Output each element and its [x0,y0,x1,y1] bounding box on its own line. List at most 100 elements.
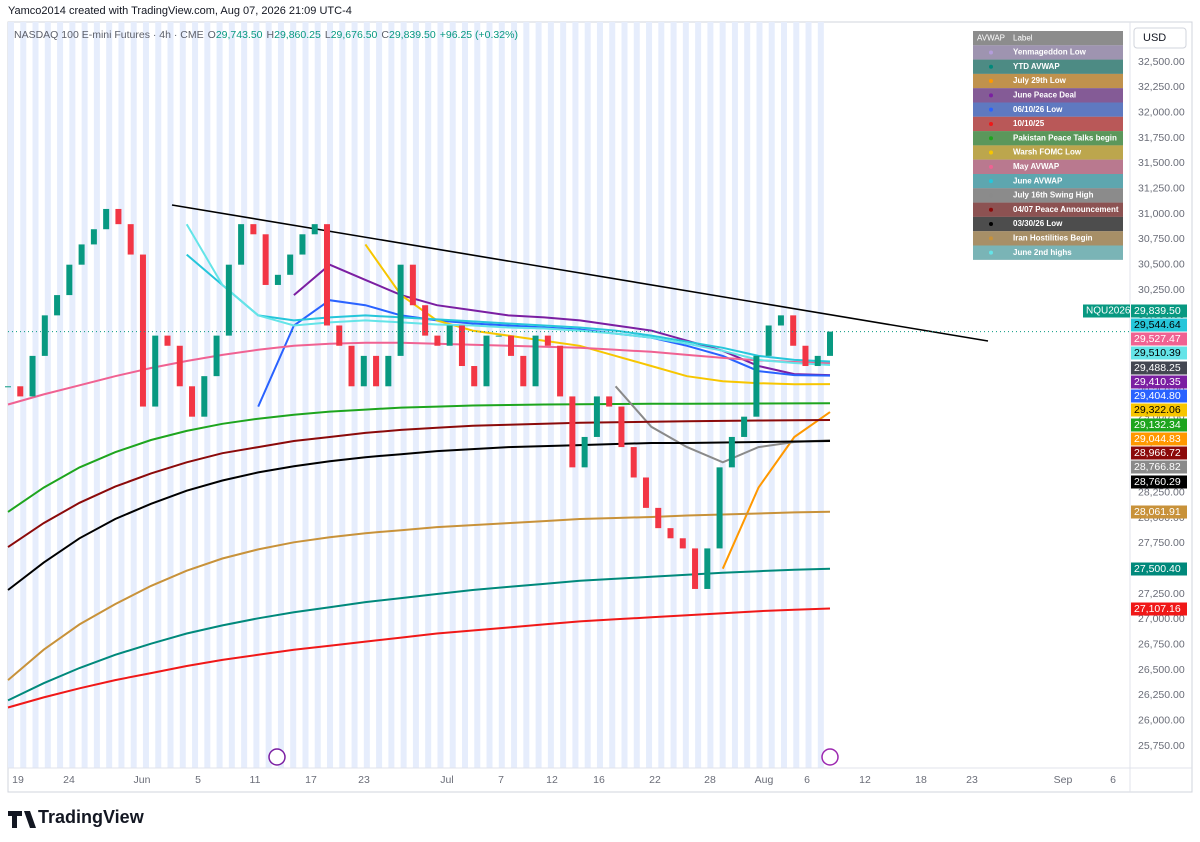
candle [434,335,441,346]
session-band [376,22,383,768]
legend-header-bg [973,31,1123,46]
legend-row-base [973,88,1123,103]
legend-row-base [973,231,1123,246]
candle [311,224,318,235]
session-band [118,22,125,768]
legend-row [973,188,1123,203]
candle [225,264,232,336]
candle [238,224,245,265]
candle [765,325,772,356]
session-band [167,22,174,768]
candle [569,396,576,468]
avwap-line [7,510,831,681]
session-band [805,22,812,768]
y-tick-label: 25,750.00 [1138,740,1185,752]
session-band [695,22,702,768]
session-band [81,22,88,768]
candle [471,366,478,387]
session-band [20,22,27,768]
legend-dot [989,107,993,112]
price-badge-label: 29,544.64 [1134,319,1181,331]
session-band [412,22,419,768]
candle [176,345,183,387]
session-band [57,22,64,768]
candle [495,335,502,337]
legend-row-base [973,145,1123,160]
x-tick-label: Sep [1054,774,1073,786]
candle [581,436,588,468]
candle [520,355,527,387]
session-band [511,22,518,768]
currency-button[interactable] [1133,27,1187,49]
legend-label: July 29th Low [1013,76,1067,85]
session-band [314,22,321,768]
legend-dot [989,222,993,227]
candle [446,325,453,346]
session-bands [8,22,824,768]
y-tick-label: 31,750.00 [1138,132,1185,144]
ohlc: O 29,743.50 H 29,860.25 L 29,676.50 C 29,839.50… [208,29,518,41]
y-tick-label: 26,500.00 [1138,664,1185,676]
price-badge-label: 29,510.39 [1134,347,1181,359]
candle [397,264,404,356]
session-band [241,22,248,768]
currency-label[interactable]: USD [1143,32,1166,44]
price-badge-label: 29,410.35 [1134,376,1181,388]
session-band [572,22,579,768]
candle [777,315,784,326]
avwap-line [186,253,831,363]
event-icon[interactable] [268,748,286,766]
candle [409,264,416,306]
legend-label: July 16th Swing High [1013,191,1094,200]
price-badge [1131,460,1187,474]
price-badge-label: 29,322.06 [1134,404,1181,416]
legend-row [973,102,1123,117]
legend-dot [989,179,993,184]
candle [544,335,551,346]
session-band [486,22,493,768]
session-band [339,22,346,768]
x-tick-label: 11 [250,774,261,786]
ohlc-value: 29,860.25 [274,29,321,41]
legend-label: Iran Hostilities Begin [1013,233,1093,242]
price-badge [1131,432,1187,446]
session-band [363,22,370,768]
candle [814,355,821,367]
legend-dot [989,121,993,126]
legend-header: Label [1013,33,1033,42]
session-band [192,22,199,768]
legend-row [973,145,1123,160]
symbol-tag [1083,304,1130,318]
candle [201,376,208,417]
price-badges: NQU2026 29,839.50 29,544.64 29,527.47 29,510… [1083,304,1187,616]
candle [287,254,294,275]
x-tick-label: 19 [12,774,24,786]
price-badge-label: 28,766.82 [1134,461,1181,473]
candle [5,386,11,388]
event-icon[interactable] [821,748,839,766]
y-tick-label: 26,000.00 [1138,714,1185,726]
session-band [498,22,505,768]
candle [753,355,760,417]
price-badge [1131,304,1187,318]
candle [606,396,613,407]
session-band [351,22,358,768]
price-badge [1131,346,1187,360]
session-band [474,22,481,768]
session-band [793,22,800,768]
y-tick-label: 27,000.00 [1138,613,1185,625]
session-band [290,22,297,768]
x-tick-label: 17 [305,774,317,786]
legend-label: Pakistan Peace Talks begin [1013,133,1117,142]
candle [250,224,257,235]
price-badge [1131,562,1187,576]
symbol-name: NASDAQ 100 E-mini Futures · 4h · CME [14,29,204,41]
price-badge-label: 29,527.47 [1134,333,1181,345]
legend-row-base [973,45,1123,60]
candle [323,224,330,326]
candle [704,548,711,589]
ohlc-key: L [325,29,331,41]
avwap-line [7,402,831,513]
price-badge [1131,446,1187,460]
session-band [204,22,211,768]
